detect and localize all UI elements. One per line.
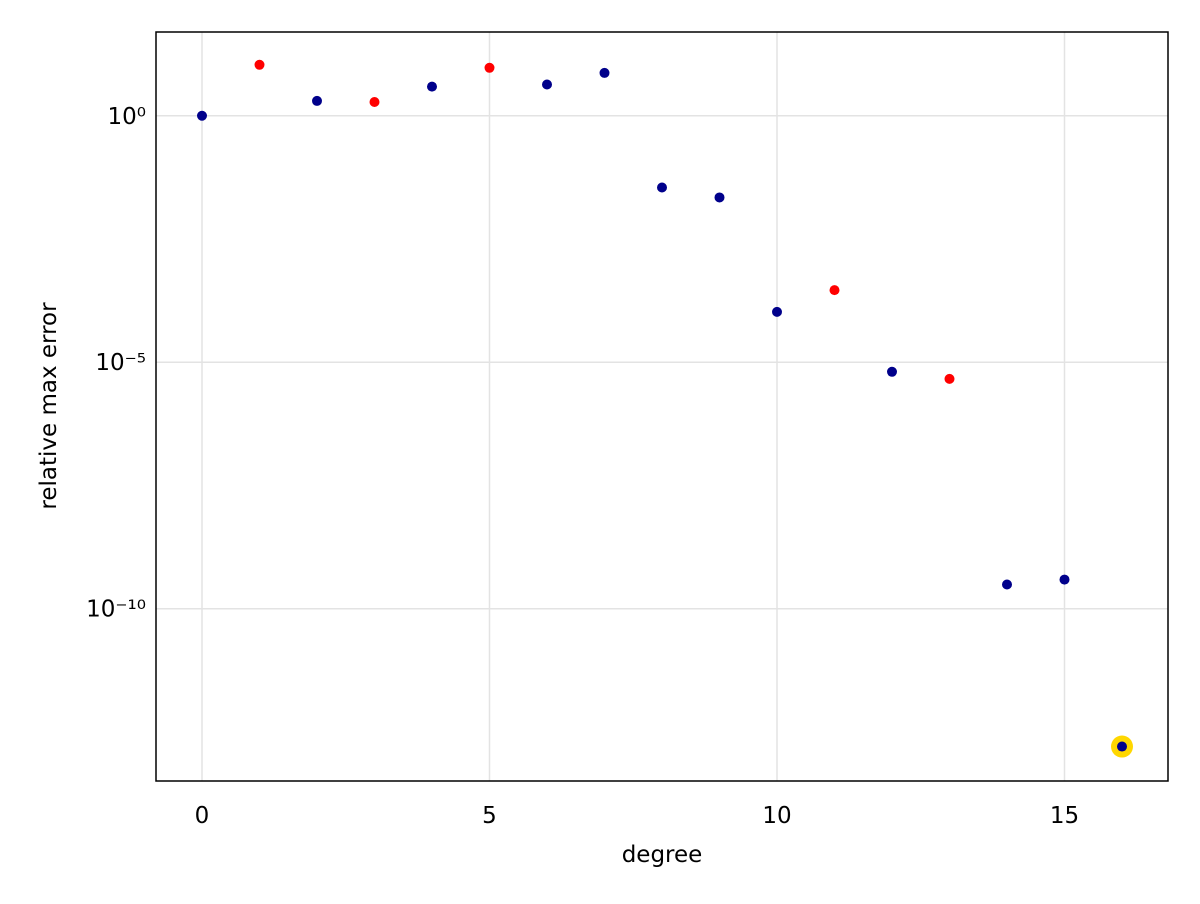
point: [1002, 579, 1012, 590]
y-tick-label: 10⁻¹⁰: [86, 597, 146, 623]
y-tick-label: 10⁰: [108, 104, 147, 130]
point: [944, 373, 955, 384]
point: [599, 67, 610, 78]
point: [254, 59, 265, 70]
point: [484, 62, 495, 73]
point: [1117, 741, 1127, 752]
x-axis-label: degree: [622, 842, 703, 868]
point: [829, 285, 840, 296]
x-tick-label: 10: [762, 803, 791, 829]
plot-frame: [155, 31, 1169, 782]
point: [369, 97, 380, 108]
point: [772, 306, 782, 317]
point: [197, 110, 207, 121]
y-axis-label: relative max error: [36, 302, 62, 510]
point: [427, 81, 437, 92]
x-tick-label: 0: [195, 803, 210, 829]
point: [887, 366, 897, 377]
point: [542, 79, 552, 90]
point: [657, 182, 667, 193]
point: [1059, 574, 1070, 585]
x-tick-label: 5: [482, 803, 497, 829]
x-tick-label: 15: [1050, 803, 1079, 829]
point: [714, 192, 725, 203]
y-tick-label: 10⁻⁵: [95, 350, 146, 376]
point: [312, 95, 322, 106]
